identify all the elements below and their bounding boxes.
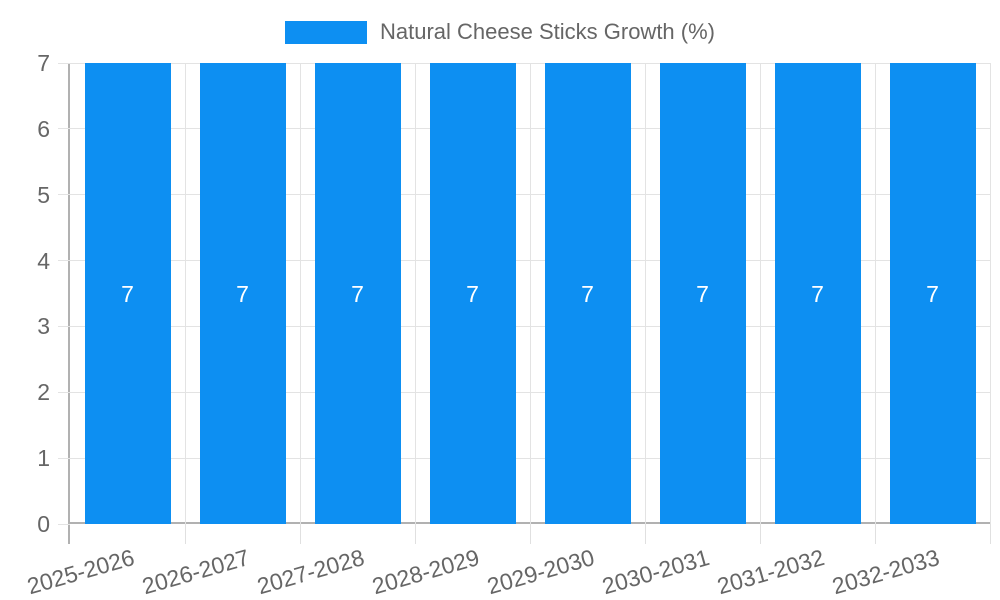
gridline-vertical [299,63,301,524]
gridline-vertical [644,63,646,524]
y-axis-tick [58,523,70,525]
y-axis-tick [58,260,70,262]
y-axis-tick-label: 2 [37,379,50,406]
y-axis-tick [58,457,70,459]
gridline-vertical [989,63,991,524]
bar-value-label: 7 [121,280,134,307]
bar[interactable] [544,63,631,524]
bar-value-label: 7 [236,280,249,307]
gridline-vertical [414,63,416,524]
x-axis-tick [759,524,761,544]
y-axis-tick-label: 5 [37,181,50,208]
y-axis-tick [58,391,70,393]
bar[interactable] [889,63,976,524]
y-axis-tick-label: 4 [37,247,50,274]
y-axis-labels: 0 1 2 3 4 5 6 7 [0,51,50,536]
y-axis-tick [58,325,70,327]
bar[interactable] [84,63,171,524]
bar[interactable] [314,63,401,524]
legend-swatch [285,20,367,44]
x-axis-tick [414,524,416,544]
x-axis-tick [299,524,301,544]
x-axis-category-label: 2025-2026 [23,544,137,600]
gridline-vertical [529,63,531,524]
bar-value-label: 7 [811,280,824,307]
x-axis-category-label: 2026-2027 [138,544,252,600]
bar[interactable] [659,63,746,524]
bar[interactable] [774,63,861,524]
legend: Natural Cheese Sticks Growth (%) [0,19,1000,45]
gridline-vertical [874,63,876,524]
y-axis-tick-label: 7 [37,50,50,76]
y-axis-tick-label: 0 [37,511,50,537]
y-axis-line [68,63,70,544]
y-axis-tick-label: 1 [37,445,50,472]
legend-item[interactable]: Natural Cheese Sticks Growth (%) [285,19,715,45]
bar-value-label: 7 [581,280,594,307]
bar[interactable] [199,63,286,524]
bar-value-label: 7 [351,280,364,307]
x-axis-category-label: 2030-2031 [598,544,712,600]
x-axis-labels: 2025-2026 2026-2027 2027-2028 2028-2029 2029… [24,524,990,600]
y-axis-tick [58,62,70,64]
x-axis-tick [874,524,876,544]
gridline-vertical [759,63,761,524]
x-axis-category-label: 2029-2030 [483,544,597,600]
x-axis-tick [184,524,186,544]
x-axis-category-label: 2028-2029 [368,544,482,600]
bar-value-label: 7 [466,280,479,307]
y-axis-tick-label: 6 [37,115,50,142]
x-axis-tick [989,524,991,544]
y-axis-tick-label: 3 [37,313,50,340]
x-axis-tick [644,524,646,544]
gridline-vertical [184,63,186,524]
bar-value-label: 7 [926,280,939,307]
x-axis-tick [529,524,531,544]
y-axis-tick [58,128,70,130]
plot-area: 7 7 7 7 7 7 7 7 [58,62,991,544]
y-axis-tick [58,194,70,196]
bar[interactable] [429,63,516,524]
x-axis-category-label: 2031-2032 [713,544,827,600]
legend-label: Natural Cheese Sticks Growth (%) [380,19,715,44]
bar-value-label: 7 [696,280,709,307]
x-axis-category-label: 2027-2028 [253,544,367,600]
x-axis-category-label: 2032-2033 [828,544,942,600]
